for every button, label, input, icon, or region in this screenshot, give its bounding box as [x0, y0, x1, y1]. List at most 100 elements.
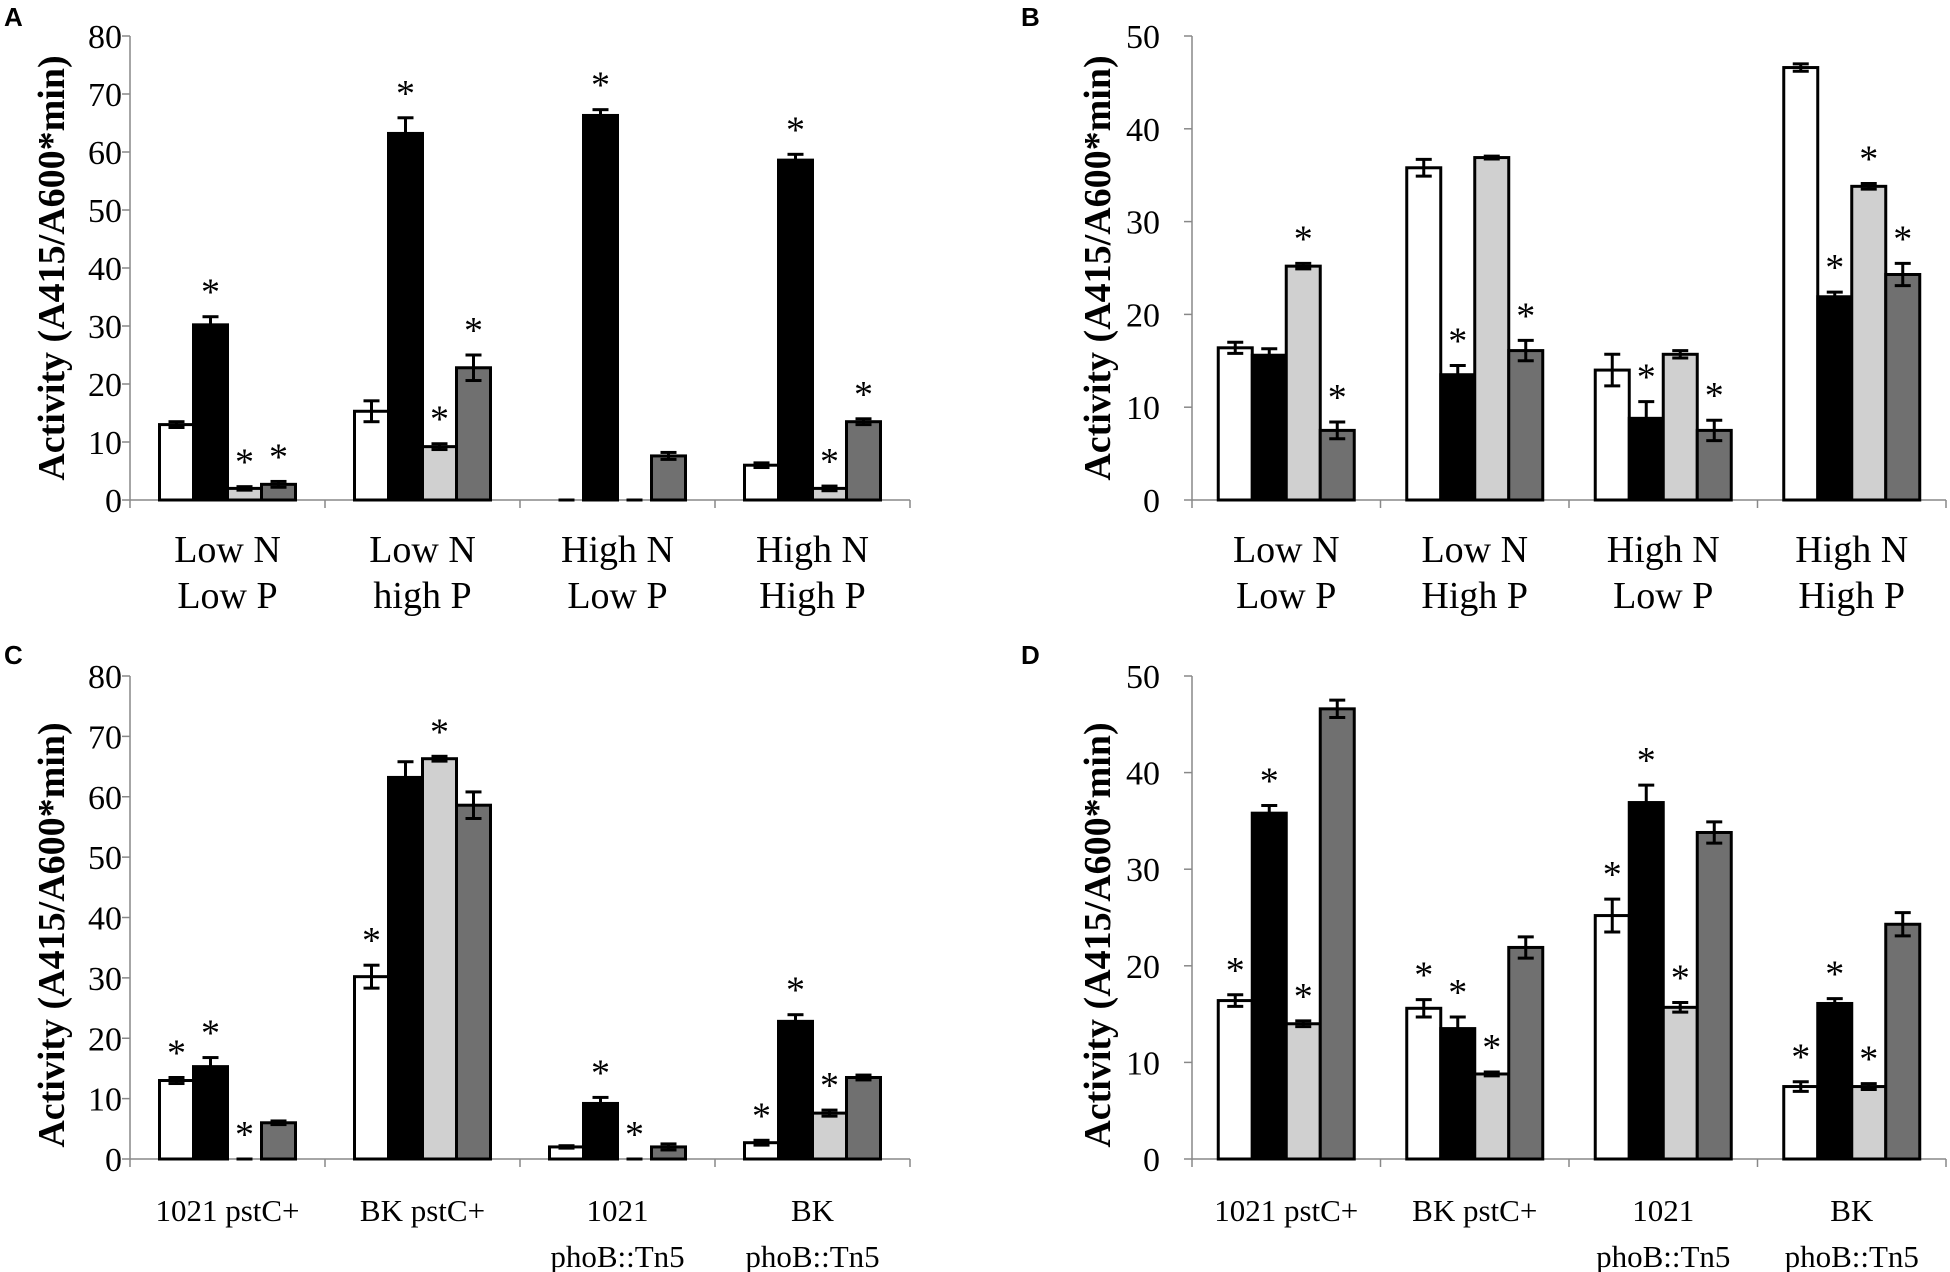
panel-d-y-tick-label: 40 — [1126, 756, 1160, 793]
panel-c-category-label: BK pstC+ — [360, 1193, 485, 1228]
panel-a-bar — [192, 323, 229, 502]
panel-d-significance-star: * — [1859, 1039, 1878, 1081]
panel-d: D Activity (A415/A600*min) 0 10 20 30 40 50 * *… — [1021, 640, 1947, 1272]
panel-a-bar — [777, 158, 814, 502]
panel-c-category-label: BK — [791, 1193, 835, 1228]
panel-d-category-label: BK — [1830, 1193, 1874, 1228]
panel-c-bar — [845, 1075, 882, 1161]
panel-b-significance-star: * — [1516, 295, 1535, 337]
panel-b-category-label: Low P — [1613, 575, 1713, 617]
panel-a-category-label: High P — [759, 575, 866, 617]
panel-d-significance-star: * — [1482, 1027, 1501, 1069]
panel-c-significance-star: * — [752, 1095, 771, 1137]
panel-c-bar — [192, 1065, 229, 1161]
panel-b-significance-star: * — [1448, 320, 1467, 362]
panel-b-bar — [1782, 66, 1820, 502]
panel-b-category-label: High P — [1421, 575, 1528, 617]
panel-d-bar — [1507, 945, 1545, 1161]
panel-b-bar — [1284, 264, 1322, 502]
panel-b-category-label: High N — [1795, 529, 1908, 571]
panel-a-significance-star: * — [269, 436, 288, 478]
panel-d-y-tick-label: 20 — [1126, 949, 1160, 986]
panel-a-y-tick-label: 20 — [88, 367, 122, 404]
panel-d-significance-star: * — [1637, 740, 1656, 782]
panel-a-significance-star: * — [430, 399, 449, 441]
panel-b-bar — [1405, 166, 1443, 502]
panel-d-bar — [1250, 811, 1288, 1161]
panel-d-y-tick-label: 0 — [1143, 1142, 1160, 1179]
panel-c-category-label: 1021 — [587, 1193, 649, 1228]
panel-c-y-tick-label: 10 — [88, 1082, 122, 1119]
panel-c-ylabel: Activity (A415/A600*min) — [31, 722, 73, 1147]
panel-a-label: A — [4, 2, 23, 32]
panel-a-significance-star: * — [820, 441, 839, 483]
panel-c-significance-star: * — [786, 970, 805, 1012]
panel-a-category-label: High N — [756, 529, 869, 571]
panel-b-y-tick-label: 30 — [1126, 205, 1160, 242]
panel-a-category-label: Low N — [369, 529, 476, 571]
panel-d-significance-star: * — [1294, 976, 1313, 1018]
panel-c-category-label: phoB::Tn5 — [745, 1239, 879, 1272]
panel-b: B Activity (A415/A600*min) 0 10 20 30 40 50 * *… — [1021, 2, 1947, 617]
panel-d-y-tick-label: 10 — [1126, 1045, 1160, 1082]
panel-d-significance-star: * — [1671, 958, 1690, 1000]
panel-d-bar — [1593, 914, 1631, 1161]
panel-d-significance-star: * — [1825, 954, 1844, 996]
panel-b-y-tick-label: 0 — [1143, 483, 1160, 520]
panel-d-category-label: 1021 pstC+ — [1214, 1193, 1358, 1228]
panel-a-y-tick-label: 0 — [105, 483, 122, 520]
panel-c-bar — [353, 975, 390, 1161]
panel-d-bar — [1284, 1022, 1322, 1161]
panel-b-significance-star: * — [1893, 218, 1912, 260]
panel-b-y-tick-label: 10 — [1126, 390, 1160, 427]
panel-c-significance-star: * — [820, 1065, 839, 1107]
panel-b-y-tick-label: 40 — [1126, 112, 1160, 149]
panel-a: A Activity (A415/A600*min) 0 10 20 30 40 50 60… — [4, 2, 911, 617]
panel-a-category-label: high P — [373, 575, 471, 617]
panel-d-significance-star: * — [1414, 955, 1433, 997]
panel-b-y-tick-label: 50 — [1126, 19, 1160, 56]
panel-d-bar — [1318, 707, 1356, 1161]
panel-d-ylabel: Activity (A415/A600*min) — [1077, 722, 1119, 1147]
panel-b-bar — [1884, 272, 1922, 502]
panel-a-bar — [845, 420, 882, 502]
panel-c-y-tick-label: 50 — [88, 840, 122, 877]
panel-c-significance-star: * — [167, 1032, 186, 1074]
panel-a-bar — [743, 463, 780, 502]
panel-b-category-label: Low N — [1421, 529, 1528, 571]
panel-b-bar — [1250, 353, 1288, 502]
panel-a-bar — [353, 409, 390, 502]
panel-a-significance-star: * — [786, 109, 805, 151]
panel-a-significance-star: * — [464, 310, 483, 352]
panel-b-bar — [1661, 352, 1699, 502]
panel-c-bar — [260, 1121, 297, 1161]
panel-d-category-label: BK pstC+ — [1412, 1193, 1537, 1228]
panel-b-category-label: High P — [1798, 575, 1905, 617]
panel-a-bar — [158, 423, 195, 502]
panel-b-y-tick-label: 20 — [1126, 297, 1160, 334]
panel-c-significance-star: * — [235, 1114, 254, 1156]
panel-d-bar — [1216, 999, 1254, 1161]
panel-c-bar — [387, 775, 424, 1161]
panel-c-significance-star: * — [362, 920, 381, 962]
panel-b-bar — [1593, 368, 1631, 502]
panel-a-y-tick-label: 60 — [88, 135, 122, 172]
panel-b-bar — [1439, 373, 1477, 502]
panel-b-bar — [1850, 184, 1888, 502]
panel-b-significance-star: * — [1294, 218, 1313, 260]
panel-a-y-tick-label: 30 — [88, 309, 122, 346]
panel-a-y-tick-label: 40 — [88, 251, 122, 288]
panel-b-category-label: Low N — [1233, 529, 1340, 571]
panel-d-bar — [1627, 801, 1665, 1161]
panel-a-bar — [455, 366, 492, 502]
panel-d-bar — [1782, 1085, 1820, 1161]
panel-a-ylabel: Activity (A415/A600*min) — [31, 55, 73, 480]
panel-d-significance-star: * — [1791, 1037, 1810, 1079]
panel-b-bar — [1318, 428, 1356, 502]
panel-d-bar — [1473, 1072, 1511, 1161]
panel-b-label: B — [1021, 2, 1040, 32]
panel-d-significance-star: * — [1448, 972, 1467, 1014]
